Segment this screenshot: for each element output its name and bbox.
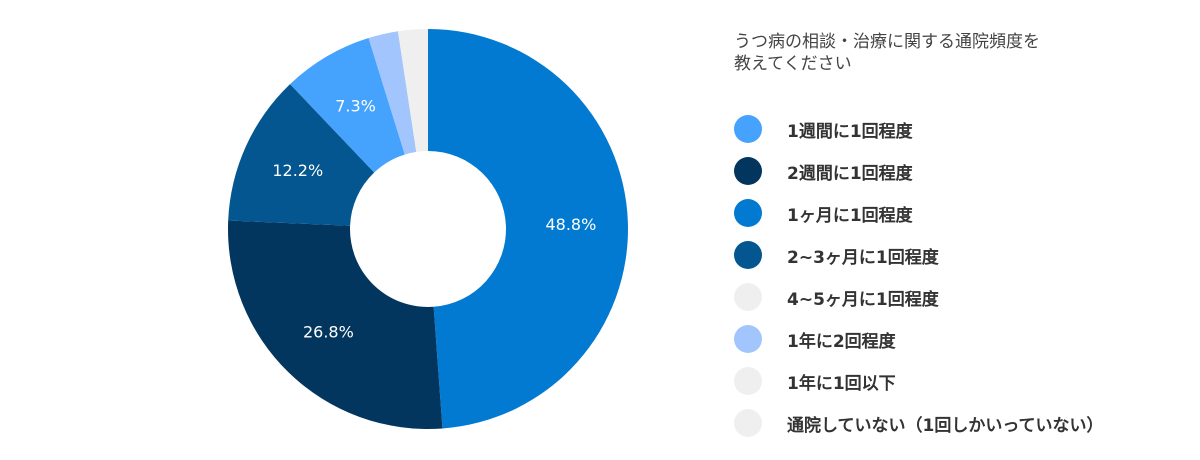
slice-value-label: 26.8% xyxy=(303,323,354,342)
legend-label: 1年に2回程度 xyxy=(787,331,896,352)
legend-label: 1週間に1回程度 xyxy=(787,121,913,142)
legend-swatch-icon xyxy=(734,241,762,269)
chart-title-line-1: うつ病の相談・治療に関する通院頻度を xyxy=(734,32,1040,52)
slice-value-label: 7.3% xyxy=(335,97,376,116)
slice-value-label: 12.2% xyxy=(272,161,323,180)
legend-item: 2週間に1回程度 xyxy=(734,150,1103,192)
legend-item: 2~3ヶ月に1回程度 xyxy=(734,234,1103,276)
legend-item: 通院していない（1回しかいっていない） xyxy=(734,402,1103,444)
legend-label: 1年に1回以下 xyxy=(787,373,896,394)
legend-label: 4~5ヶ月に1回程度 xyxy=(787,289,939,310)
donut-slice xyxy=(397,29,428,152)
donut-slice xyxy=(290,38,405,173)
legend-item: 1ヶ月に1回程度 xyxy=(734,192,1103,234)
legend-item: 1週間に1回程度 xyxy=(734,108,1103,150)
legend-label: 2~3ヶ月に1回程度 xyxy=(787,247,939,268)
slice-value-label: 48.8% xyxy=(545,215,596,234)
donut-slice xyxy=(428,29,628,429)
legend-item: 4~5ヶ月に1回程度 xyxy=(734,276,1103,318)
legend-swatch-icon xyxy=(734,283,762,311)
donut-slice xyxy=(228,84,375,226)
legend-swatch-icon xyxy=(734,115,762,143)
legend-swatch-icon xyxy=(734,325,762,353)
legend-swatch-icon xyxy=(734,157,762,185)
legend: 1週間に1回程度 2週間に1回程度 1ヶ月に1回程度 2~3ヶ月に1回程度 4~… xyxy=(734,108,1103,444)
chart-title-line-2: 教えてください xyxy=(734,54,852,74)
legend-label: 通院していない（1回しかいっていない） xyxy=(787,415,1104,436)
legend-swatch-icon xyxy=(734,409,762,437)
legend-swatch-icon xyxy=(734,367,762,395)
legend-swatch-icon xyxy=(734,199,762,227)
chart-title: うつ病の相談・治療に関する通院頻度を 教えてください xyxy=(734,31,1154,75)
donut-slices xyxy=(228,29,628,429)
donut-slice xyxy=(368,31,417,155)
legend-item: 1年に2回程度 xyxy=(734,318,1103,360)
slice-labels: 48.8% 26.8% 12.2% 7.3% xyxy=(272,97,596,342)
donut-slice xyxy=(228,220,443,429)
legend-label: 1ヶ月に1回程度 xyxy=(787,205,913,226)
legend-item: 1年に1回以下 xyxy=(734,360,1103,402)
legend-label: 2週間に1回程度 xyxy=(787,163,913,184)
